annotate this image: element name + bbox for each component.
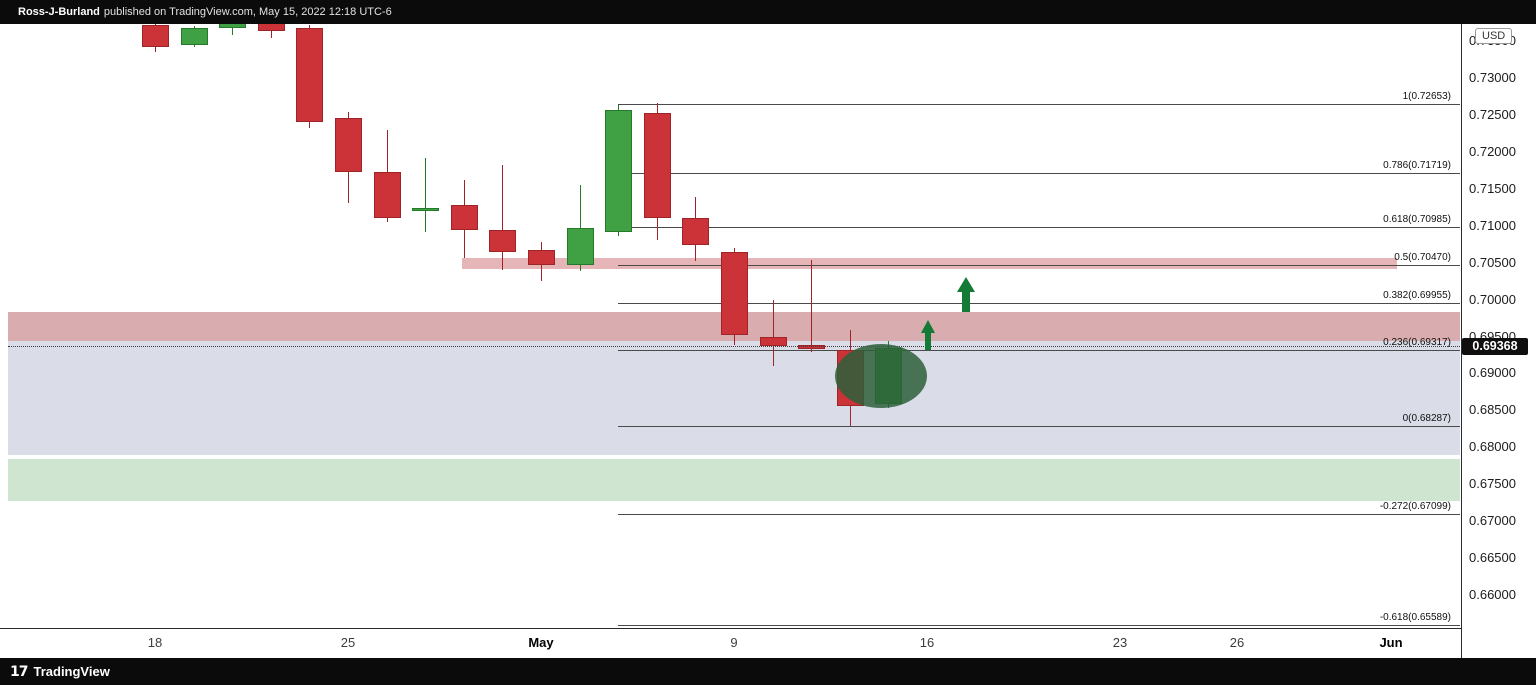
price-axis[interactable]: USD 0.69368 0.735000.730000.725000.72000…: [1461, 24, 1536, 658]
candle-body: [219, 24, 246, 28]
candle-body: [451, 205, 478, 230]
time-tick-label: May: [528, 635, 554, 650]
time-tick-label: 23: [1112, 635, 1128, 650]
price-tick-label: 0.66000: [1469, 587, 1516, 602]
up-arrow-head: [921, 320, 935, 333]
fib-level-line[interactable]: [618, 350, 1460, 351]
time-axis[interactable]: 18 25 May 9 16 23 26 Jun: [0, 628, 1536, 658]
candle-wick: [424, 158, 426, 232]
zone-demand-green[interactable]: [8, 459, 1460, 501]
time-tick-label: 25: [340, 635, 356, 650]
attribution-bar: Ross-J-Burland published on TradingView.…: [0, 0, 1536, 24]
time-tick-label: 26: [1229, 635, 1245, 650]
time-tick-label: 16: [919, 635, 935, 650]
chart-area[interactable]: 1(0.72653) 0.786(0.71719) 0.618(0.70985) 0.…: [0, 24, 1461, 628]
up-arrow-shaft: [962, 292, 970, 312]
zone-fib-50-highlight[interactable]: [462, 258, 1397, 269]
up-arrow-icon[interactable]: [921, 320, 936, 350]
attribution-text: published on TradingView.com, May 15, 20…: [103, 6, 392, 18]
candle-body: [644, 113, 671, 218]
fib-level-label: 1(0.72653): [1402, 90, 1451, 102]
candle-body: [374, 172, 401, 218]
tradingview-brand[interactable]: TradingView: [33, 664, 110, 679]
zone-range-gray[interactable]: [8, 340, 1460, 455]
price-tick-label: 0.71000: [1469, 217, 1516, 233]
price-tick-label: 0.68000: [1469, 439, 1516, 455]
candle-body: [682, 218, 709, 245]
price-tick-label: 0.67500: [1469, 476, 1516, 492]
fib-level-label: 0.5(0.70470): [1394, 251, 1451, 263]
price-tick-label: 0.68500: [1469, 402, 1516, 418]
candle-body: [489, 230, 516, 252]
price-tick-label: 0.73000: [1469, 70, 1516, 85]
price-tick-label: 0.70000: [1469, 291, 1516, 307]
fib-level-line[interactable]: [618, 302, 1460, 304]
fib-level-label: 0.236(0.69317): [1383, 337, 1451, 348]
candle-wick: [772, 300, 774, 366]
up-arrow-head: [957, 277, 975, 292]
candle-wick: [231, 24, 233, 35]
fib-level-label: 0.382(0.69955): [1383, 289, 1451, 301]
candle-body: [721, 252, 748, 335]
candle-wick: [810, 260, 812, 352]
fib-level-line[interactable]: [618, 226, 1460, 228]
candle-wick: [501, 165, 503, 270]
candle-body: [258, 24, 285, 31]
fib-level-line[interactable]: [618, 426, 1460, 428]
price-tick-label: 0.69000: [1469, 365, 1516, 381]
price-tick-label: 0.70500: [1469, 254, 1516, 270]
time-tick-label: 18: [147, 635, 163, 650]
candle-body: [296, 28, 323, 122]
price-tick-label: 0.72000: [1469, 143, 1516, 159]
currency-label: USD: [1475, 28, 1513, 44]
tradingview-logo-icon[interactable]: 17: [10, 663, 29, 680]
fib-level-line[interactable]: [618, 625, 1460, 627]
fib-level-label: -0.272(0.67099): [1379, 500, 1451, 512]
price-tick-label: 0.72500: [1469, 106, 1516, 122]
time-tick-label: 9: [730, 635, 738, 650]
attribution-author: Ross-J-Burland: [18, 6, 100, 18]
time-tick-label: Jun: [1379, 635, 1403, 650]
fib-level-line[interactable]: [618, 103, 1460, 105]
price-tick-label: 0.67000: [1469, 513, 1516, 529]
candle-wick: [270, 24, 272, 38]
candle-body: [412, 208, 439, 211]
candle-body: [142, 25, 169, 47]
price-tick-label: 0.71500: [1469, 180, 1516, 196]
up-arrow-shaft: [925, 333, 931, 350]
last-price-line: [8, 346, 1460, 348]
up-arrow-icon[interactable]: [957, 277, 976, 312]
fib-level-line[interactable]: [618, 513, 1460, 515]
price-tick-label: 0.66500: [1469, 550, 1516, 566]
candle-body: [335, 118, 362, 172]
candle-body: [528, 250, 555, 265]
candle-body: [567, 228, 594, 265]
fib-level-label: -0.618(0.65589): [1379, 612, 1451, 624]
fib-level-label: 0(0.68287): [1402, 413, 1451, 425]
fib-level-label: 0.618(0.70985): [1383, 213, 1451, 225]
fib-level-line[interactable]: [618, 172, 1460, 174]
ellipse-annotation[interactable]: [835, 344, 927, 408]
footer-bar: 17 TradingView: [0, 658, 1536, 685]
fib-level-label: 0.786(0.71719): [1383, 159, 1451, 171]
last-price-badge: 0.69368: [1462, 337, 1528, 355]
fib-level-line[interactable]: [618, 264, 1460, 266]
candle-body: [181, 28, 208, 45]
candle-body: [760, 337, 787, 346]
candle-body: [605, 110, 632, 232]
